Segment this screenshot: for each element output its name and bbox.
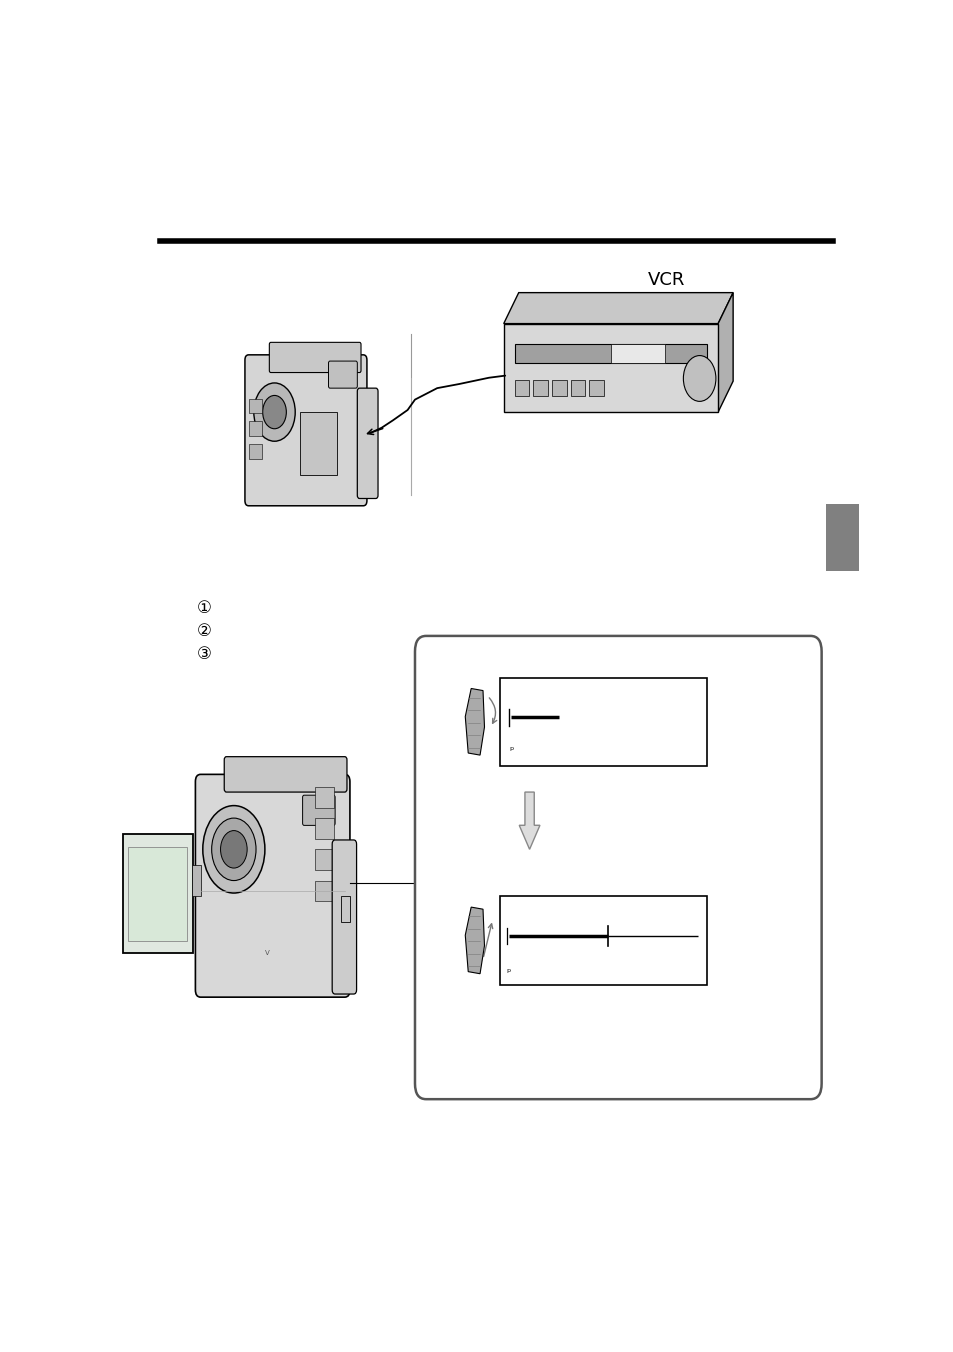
Bar <box>314 818 334 838</box>
FancyBboxPatch shape <box>332 840 356 994</box>
FancyBboxPatch shape <box>269 342 360 373</box>
Bar <box>249 445 262 458</box>
Text: p: p <box>508 746 513 752</box>
Text: ③: ③ <box>196 645 212 662</box>
Bar <box>552 380 566 396</box>
Polygon shape <box>718 292 732 412</box>
Bar <box>314 880 334 902</box>
Bar <box>249 422 262 437</box>
Bar <box>300 412 337 475</box>
Text: ①: ① <box>196 599 212 617</box>
FancyBboxPatch shape <box>328 361 357 388</box>
Circle shape <box>203 806 265 894</box>
Bar <box>192 865 200 896</box>
Text: VCR: VCR <box>647 272 684 289</box>
Bar <box>515 380 529 396</box>
Bar <box>533 380 547 396</box>
Bar <box>503 323 718 412</box>
Bar <box>499 677 706 767</box>
Circle shape <box>262 395 286 429</box>
Circle shape <box>682 356 715 402</box>
Polygon shape <box>465 907 484 973</box>
FancyBboxPatch shape <box>123 834 193 953</box>
Bar <box>515 343 706 364</box>
Polygon shape <box>503 292 732 323</box>
FancyBboxPatch shape <box>357 388 377 499</box>
Bar <box>589 380 603 396</box>
FancyBboxPatch shape <box>302 795 335 825</box>
Text: V: V <box>265 950 269 956</box>
Bar <box>249 399 262 414</box>
FancyBboxPatch shape <box>415 635 821 1099</box>
Bar <box>570 380 584 396</box>
Circle shape <box>212 818 255 880</box>
Text: p: p <box>506 968 510 973</box>
Polygon shape <box>465 688 484 756</box>
FancyBboxPatch shape <box>224 757 347 792</box>
Text: ②: ② <box>196 622 212 639</box>
Circle shape <box>253 383 294 441</box>
FancyBboxPatch shape <box>195 775 350 998</box>
FancyBboxPatch shape <box>245 354 367 506</box>
Bar <box>314 849 334 871</box>
Circle shape <box>220 830 247 868</box>
Bar <box>499 896 706 984</box>
Polygon shape <box>518 792 539 849</box>
Bar <box>825 504 858 572</box>
Bar <box>341 896 350 922</box>
Bar <box>610 343 664 364</box>
Bar <box>314 787 334 807</box>
Bar <box>128 848 187 941</box>
